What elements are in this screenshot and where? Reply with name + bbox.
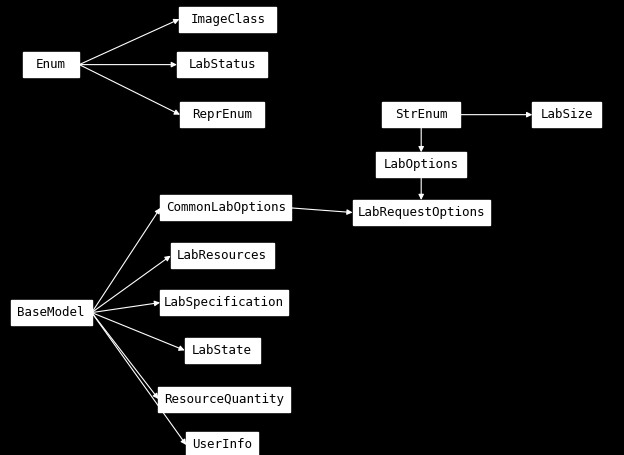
Text: LabOptions: LabOptions [384, 158, 459, 171]
FancyBboxPatch shape [376, 152, 467, 177]
Text: LabResources: LabResources [177, 249, 267, 262]
Text: UserInfo: UserInfo [192, 439, 252, 451]
FancyBboxPatch shape [180, 102, 265, 127]
FancyBboxPatch shape [180, 6, 276, 32]
Text: LabState: LabState [192, 344, 252, 357]
Text: StrEnum: StrEnum [395, 108, 447, 121]
Text: ImageClass: ImageClass [190, 13, 265, 25]
FancyBboxPatch shape [186, 432, 258, 455]
Text: LabStatus: LabStatus [188, 58, 256, 71]
FancyBboxPatch shape [158, 387, 290, 411]
FancyBboxPatch shape [11, 300, 92, 325]
Text: ReprEnum: ReprEnum [192, 108, 252, 121]
Text: BaseModel: BaseModel [17, 306, 85, 319]
FancyBboxPatch shape [532, 102, 601, 127]
FancyBboxPatch shape [170, 243, 273, 268]
Text: LabSpecification: LabSpecification [164, 296, 284, 309]
FancyBboxPatch shape [160, 290, 288, 315]
FancyBboxPatch shape [185, 338, 260, 363]
Text: ResourceQuantity: ResourceQuantity [164, 393, 284, 405]
Text: Enum: Enum [36, 58, 66, 71]
FancyBboxPatch shape [160, 195, 291, 220]
Text: LabRequestOptions: LabRequestOptions [358, 206, 485, 219]
FancyBboxPatch shape [382, 102, 461, 127]
Text: LabSize: LabSize [540, 108, 593, 121]
FancyBboxPatch shape [353, 200, 490, 225]
Text: CommonLabOptions: CommonLabOptions [166, 202, 286, 214]
FancyBboxPatch shape [177, 52, 267, 77]
FancyBboxPatch shape [23, 52, 79, 77]
